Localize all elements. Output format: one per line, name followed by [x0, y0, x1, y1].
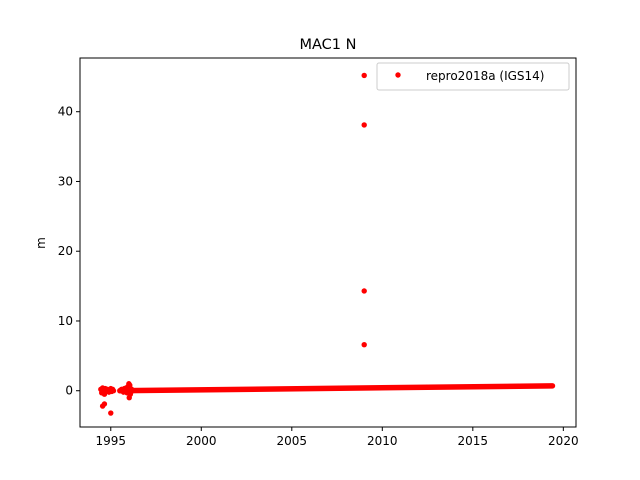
plot-area	[98, 72, 556, 416]
data-point	[361, 122, 367, 128]
y-tick-label: 20	[58, 244, 73, 258]
y-axis-label: m	[34, 237, 48, 249]
x-tick-label: 2015	[458, 434, 489, 448]
data-point	[361, 72, 367, 79]
x-tick-label: 2020	[548, 434, 579, 448]
x-tick-label: 2005	[277, 434, 308, 448]
data-point	[101, 401, 108, 407]
data-point	[361, 288, 367, 294]
legend: repro2018a (IGS14)	[376, 62, 570, 91]
legend-label: repro2018a (IGS14)	[426, 69, 544, 83]
data-point	[110, 388, 117, 394]
x-tick-label: 2000	[186, 434, 217, 448]
plot-frame	[79, 57, 577, 428]
chart-title: MAC1 N	[300, 37, 357, 53]
x-tick-label: 1995	[96, 434, 127, 448]
y-tick-label: 40	[58, 105, 73, 119]
data-point	[108, 410, 114, 416]
data-point	[128, 386, 135, 393]
series-trend	[117, 383, 556, 394]
legend-box	[376, 62, 570, 91]
y-tick-label: 30	[58, 174, 73, 188]
y-tick-label: 0	[65, 384, 73, 398]
legend-marker	[395, 72, 401, 78]
x-tick-label: 2010	[367, 434, 398, 448]
y-tick-label: 10	[58, 314, 73, 328]
data-point	[361, 341, 367, 348]
